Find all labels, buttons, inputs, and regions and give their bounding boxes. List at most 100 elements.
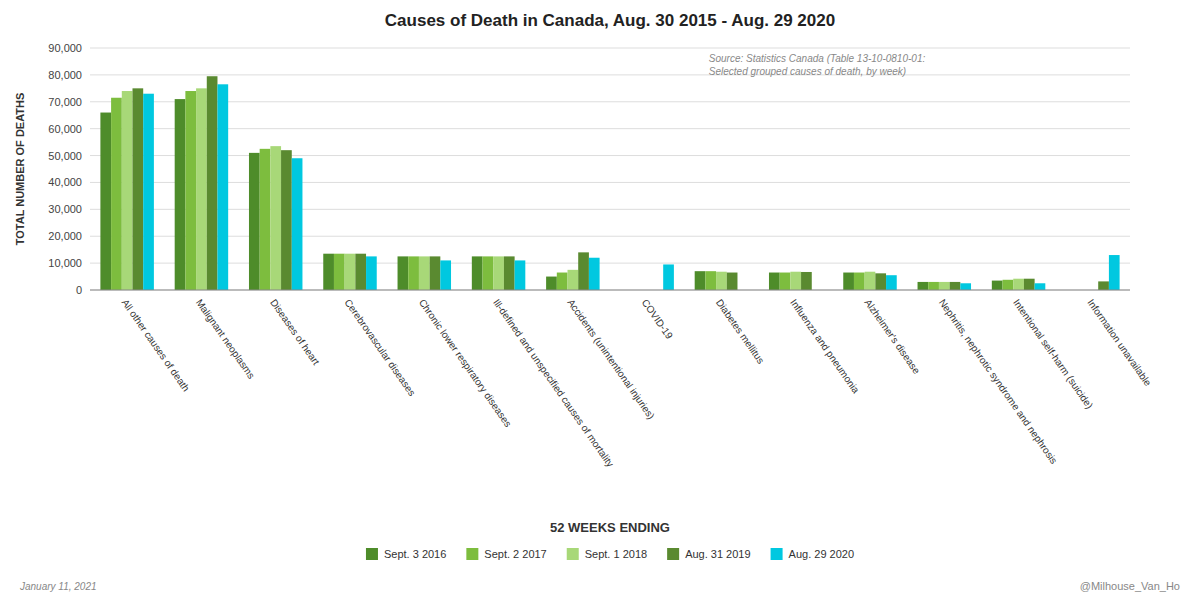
legend-item: Aug. 31 2019 xyxy=(667,548,750,560)
title: Causes of Death in Canada, Aug. 30 2015 … xyxy=(385,11,835,30)
bar xyxy=(185,91,196,290)
bar xyxy=(111,98,122,290)
grid-line xyxy=(90,209,1130,210)
bar xyxy=(568,270,579,290)
date-note: January 11, 2021 xyxy=(19,581,97,592)
bar xyxy=(515,260,526,290)
legend-item: Sept. 2 2017 xyxy=(466,548,546,560)
bar xyxy=(1098,281,1109,290)
bar xyxy=(790,272,801,290)
y-tick-label: 80,000 xyxy=(48,69,82,81)
bar-series xyxy=(100,99,1002,290)
x-tick-label: Information unavailable xyxy=(1085,297,1154,388)
bar xyxy=(928,282,939,290)
bar xyxy=(292,158,303,290)
legend-swatch xyxy=(366,548,378,560)
bar xyxy=(801,272,812,290)
x-axis: All other causes of deathMalignant neopl… xyxy=(120,297,1154,469)
bar xyxy=(249,153,260,290)
page: {"chart_data": { "type": "bar", "title":… xyxy=(0,0,1200,600)
bar xyxy=(589,258,600,290)
grid-line xyxy=(90,74,1130,75)
legend-swatch xyxy=(667,548,679,560)
bar xyxy=(355,254,366,290)
bar xyxy=(419,256,430,290)
y-tick-label: 0 xyxy=(76,284,82,296)
y-axis: 010,00020,00030,00040,00050,00060,00070,… xyxy=(48,42,1130,296)
bar-series xyxy=(143,84,1119,290)
x-tick-label: Alzheimer's disease xyxy=(862,297,922,376)
bar xyxy=(875,273,886,290)
bar xyxy=(440,260,451,290)
grid-line xyxy=(90,128,1130,129)
legend: Sept. 3 2016 Sept. 2 2017 Sept. 1 2018 Aug.… xyxy=(366,548,854,560)
source-line: Selected grouped causes of death, by wee… xyxy=(709,66,906,77)
y-tick-label: 40,000 xyxy=(48,176,82,188)
bar xyxy=(695,271,706,290)
x-tick-label: Intentional self-harm (suicide) xyxy=(1011,297,1095,411)
x-tick-label: Malignant neoplasms xyxy=(194,297,257,381)
y-tick-label: 30,000 xyxy=(48,203,82,215)
legend-swatch xyxy=(466,548,478,560)
chart: Causes of Death in Canada, Aug. 30 2015 … xyxy=(0,0,1200,600)
bar xyxy=(780,273,791,290)
bar xyxy=(207,76,218,290)
x-tick-label: COVID-19 xyxy=(640,297,676,341)
source-note: Source: Statistics Canada (Table 13-10-0… xyxy=(709,53,926,77)
y-axis-label: TOTAL NUMBER OF DEATHS xyxy=(14,93,26,246)
bar xyxy=(950,282,961,290)
legend-label: Sept. 2 2017 xyxy=(484,548,546,560)
bar xyxy=(483,256,494,290)
bar xyxy=(270,146,281,290)
legend-label: Sept. 1 2018 xyxy=(585,548,647,560)
bar xyxy=(705,271,716,290)
bar xyxy=(345,254,356,290)
grid-line xyxy=(90,182,1130,183)
y-tick-label: 20,000 xyxy=(48,230,82,242)
bar xyxy=(918,282,929,290)
bar xyxy=(1109,255,1120,290)
legend-item: Sept. 3 2016 xyxy=(366,548,446,560)
legend-item: Sept. 1 2018 xyxy=(567,548,647,560)
x-tick-label: Ill-defined and unspecified causes of mo… xyxy=(491,297,616,469)
bar-series xyxy=(132,76,1108,290)
bar xyxy=(122,91,133,290)
bar xyxy=(939,282,950,290)
x-tick-label: Diseases of heart xyxy=(268,297,322,367)
bar xyxy=(366,256,377,290)
y-tick-label: 50,000 xyxy=(48,150,82,162)
legend-label: Sept. 3 2016 xyxy=(384,548,446,560)
x-tick-label: Diabetes mellitus xyxy=(714,297,767,366)
bar xyxy=(769,273,780,290)
legend-item: Aug. 29 2020 xyxy=(771,548,854,560)
bar xyxy=(1003,280,1014,290)
bar xyxy=(1013,279,1024,290)
x-tick-label: Chronic lower respiratory diseases xyxy=(417,297,514,429)
bar xyxy=(727,273,738,290)
bar xyxy=(334,254,345,290)
bar xyxy=(865,272,876,290)
bar xyxy=(663,264,674,290)
handle-note: @Milhouse_Van_Ho xyxy=(1080,580,1180,592)
bar xyxy=(281,150,292,290)
bar xyxy=(578,252,589,290)
bar xyxy=(992,281,1003,290)
bar xyxy=(546,277,557,290)
legend-swatch xyxy=(771,548,783,560)
y-tick-label: 70,000 xyxy=(48,96,82,108)
bar xyxy=(132,88,143,290)
y-tick-label: 10,000 xyxy=(48,257,82,269)
grid-line xyxy=(90,101,1130,102)
bar-series xyxy=(111,91,1013,290)
bar xyxy=(493,256,504,290)
bar xyxy=(196,88,207,290)
bars xyxy=(100,76,1119,290)
bar xyxy=(886,275,897,290)
bar xyxy=(504,256,515,290)
grid-line xyxy=(90,290,1130,291)
bar xyxy=(1035,283,1046,290)
x-tick-label: Nephritis, nephrotic syndrome and nephro… xyxy=(937,297,1060,466)
x-tick-label: Influenza and pneumonia xyxy=(788,297,862,396)
bar xyxy=(557,273,568,290)
grid-line xyxy=(90,48,1130,49)
